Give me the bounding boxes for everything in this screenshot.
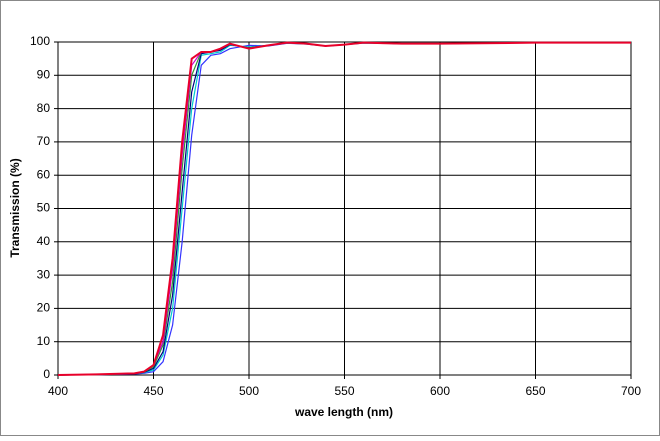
x-tick-label: 450 [143, 384, 163, 398]
y-tick-label: 30 [37, 267, 51, 281]
y-tick-label: 90 [37, 67, 51, 81]
y-tick-label: 60 [37, 167, 51, 181]
y-tick-label: 10 [37, 334, 51, 348]
x-axis-label: wave length (nm) [294, 405, 393, 419]
x-tick-label: 400 [48, 384, 68, 398]
y-tick-label: 100 [30, 34, 50, 48]
y-tick-label: 40 [37, 234, 51, 248]
y-tick-label: 50 [37, 201, 51, 215]
series-line [57, 41, 631, 376]
y-tick-label: 80 [37, 101, 51, 115]
y-tick-label: 70 [37, 134, 51, 148]
x-tick-label: 550 [334, 384, 354, 398]
x-tick-label: 600 [430, 384, 450, 398]
y-tick-label: 20 [37, 301, 51, 315]
y-tick-label: 0 [43, 367, 50, 381]
x-tick-label: 650 [525, 384, 545, 398]
y-axis-label: Transmission (%) [8, 158, 22, 257]
x-tick-label: 700 [621, 384, 641, 398]
x-tick-label: 500 [239, 384, 259, 398]
